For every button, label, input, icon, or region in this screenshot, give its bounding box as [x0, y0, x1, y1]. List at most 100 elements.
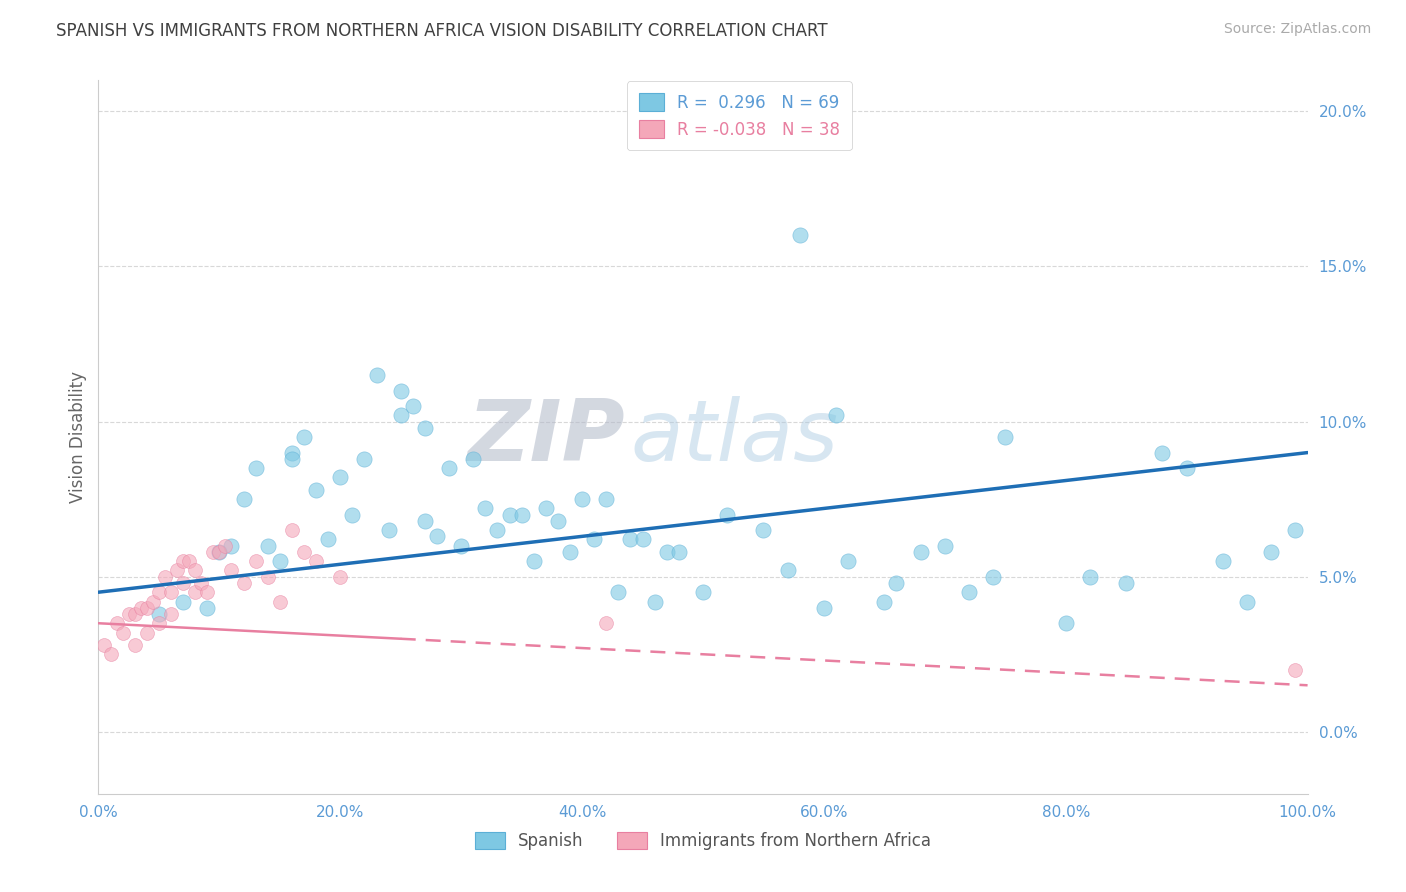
Point	[281, 523, 304, 537]
Point	[195, 585, 218, 599]
Point	[148, 607, 170, 621]
Point	[232, 492, 254, 507]
Point	[353, 451, 375, 466]
Point	[776, 564, 799, 578]
Text: atlas: atlas	[630, 395, 838, 479]
Point	[486, 523, 509, 537]
Point	[934, 539, 956, 553]
Point	[1115, 575, 1137, 590]
Legend: Spanish, Immigrants from Northern Africa: Spanish, Immigrants from Northern Africa	[468, 825, 938, 857]
Point	[135, 600, 157, 615]
Y-axis label: Vision Disability: Vision Disability	[69, 371, 87, 503]
Point	[129, 600, 152, 615]
Point	[221, 564, 243, 578]
Point	[789, 228, 811, 243]
Point	[994, 430, 1017, 444]
Point	[160, 607, 183, 621]
Point	[534, 501, 557, 516]
Point	[366, 368, 388, 382]
Point	[208, 545, 231, 559]
Point	[558, 545, 581, 559]
Point	[208, 545, 231, 559]
Point	[245, 461, 267, 475]
Point	[474, 501, 496, 516]
Point	[1078, 570, 1101, 584]
Point	[256, 539, 278, 553]
Point	[190, 575, 212, 590]
Point	[873, 594, 896, 608]
Point	[752, 523, 775, 537]
Point	[142, 594, 165, 608]
Point	[837, 554, 859, 568]
Point	[281, 451, 304, 466]
Point	[166, 564, 188, 578]
Point	[389, 409, 412, 423]
Point	[172, 594, 194, 608]
Text: SPANISH VS IMMIGRANTS FROM NORTHERN AFRICA VISION DISABILITY CORRELATION CHART: SPANISH VS IMMIGRANTS FROM NORTHERN AFRI…	[56, 22, 828, 40]
Point	[716, 508, 738, 522]
Point	[1175, 461, 1198, 475]
Point	[631, 533, 654, 547]
Point	[607, 585, 630, 599]
Point	[305, 483, 328, 497]
Point	[342, 508, 364, 522]
Text: ZIP: ZIP	[467, 395, 624, 479]
Point	[118, 607, 141, 621]
Point	[329, 470, 352, 484]
Point	[1284, 663, 1306, 677]
Point	[245, 554, 267, 568]
Point	[413, 514, 436, 528]
Text: Source: ZipAtlas.com: Source: ZipAtlas.com	[1223, 22, 1371, 37]
Point	[910, 545, 932, 559]
Point	[1054, 616, 1077, 631]
Point	[655, 545, 678, 559]
Point	[93, 638, 115, 652]
Point	[402, 399, 425, 413]
Point	[256, 570, 278, 584]
Point	[160, 585, 183, 599]
Point	[825, 409, 848, 423]
Point	[195, 600, 218, 615]
Point	[172, 554, 194, 568]
Point	[179, 554, 201, 568]
Point	[111, 625, 134, 640]
Point	[1152, 445, 1174, 459]
Point	[1260, 545, 1282, 559]
Point	[1212, 554, 1234, 568]
Point	[426, 529, 449, 543]
Point	[172, 575, 194, 590]
Point	[184, 585, 207, 599]
Point	[148, 616, 170, 631]
Point	[221, 539, 243, 553]
Point	[329, 570, 352, 584]
Point	[124, 607, 146, 621]
Point	[184, 564, 207, 578]
Point	[292, 545, 315, 559]
Point	[463, 451, 485, 466]
Point	[377, 523, 399, 537]
Point	[148, 585, 170, 599]
Point	[644, 594, 666, 608]
Point	[413, 421, 436, 435]
Point	[523, 554, 546, 568]
Point	[214, 539, 236, 553]
Point	[1236, 594, 1258, 608]
Point	[583, 533, 606, 547]
Point	[813, 600, 835, 615]
Point	[124, 638, 146, 652]
Point	[281, 445, 304, 459]
Point	[595, 616, 617, 631]
Point	[692, 585, 714, 599]
Point	[232, 575, 254, 590]
Point	[547, 514, 569, 528]
Point	[305, 554, 328, 568]
Point	[571, 492, 593, 507]
Point	[202, 545, 225, 559]
Point	[981, 570, 1004, 584]
Point	[886, 575, 908, 590]
Point	[153, 570, 176, 584]
Point	[437, 461, 460, 475]
Point	[100, 647, 122, 661]
Point	[269, 554, 291, 568]
Point	[510, 508, 533, 522]
